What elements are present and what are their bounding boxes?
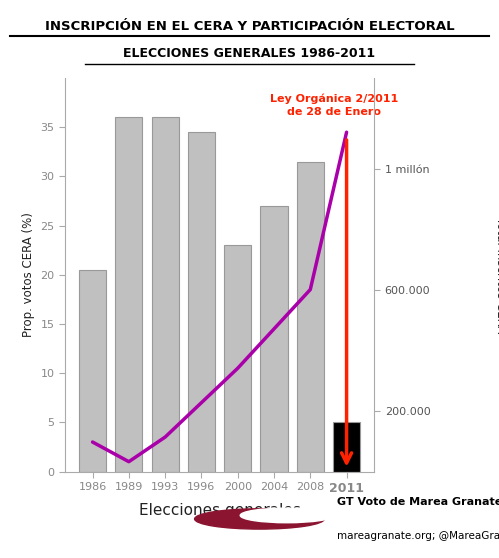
Circle shape (240, 508, 334, 523)
Text: mareagranate.org; @MareaGranate: mareagranate.org; @MareaGranate (337, 531, 499, 541)
Bar (115, 118, 142, 472)
Text: Ley Orgánica 2/2011
de 28 de Enero: Ley Orgánica 2/2011 de 28 de Enero (270, 94, 398, 118)
Bar (333, 422, 360, 472)
Y-axis label: Total inscritos CERA: Total inscritos CERA (494, 217, 499, 333)
Bar (224, 246, 251, 472)
Bar (260, 206, 287, 472)
Bar (152, 118, 179, 472)
Text: INSCRIPCIÓN EN EL CERA Y PARTICIPACIÓN ELECTORAL: INSCRIPCIÓN EN EL CERA Y PARTICIPACIÓN E… (45, 20, 454, 32)
Bar (297, 162, 324, 472)
Bar (188, 132, 215, 472)
Y-axis label: Prop. votos CERA (%): Prop. votos CERA (%) (22, 213, 35, 337)
X-axis label: Elecciones generales: Elecciones generales (139, 503, 300, 518)
Text: GT Voto de Marea Granate: GT Voto de Marea Granate (337, 497, 499, 507)
Bar (79, 270, 106, 472)
Circle shape (195, 509, 324, 529)
Text: ELECCIONES GENERALES 1986-2011: ELECCIONES GENERALES 1986-2011 (123, 47, 376, 60)
